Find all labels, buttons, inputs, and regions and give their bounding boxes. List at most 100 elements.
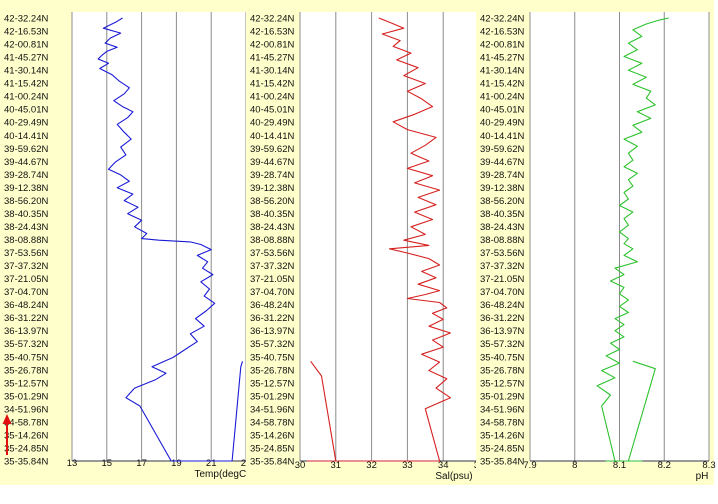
latitude-label: 38-08.88N	[4, 235, 49, 246]
latitude-label: 41-00.24N	[4, 92, 49, 103]
panel-temp: 13151719212342-32.24N42-16.53N42-00.81N4…	[0, 0, 258, 485]
x-tick-label: 8.1	[613, 460, 626, 471]
latitude-label: 41-30.14N	[4, 66, 49, 77]
latitude-label: 35-26.78N	[480, 365, 525, 376]
latitude-label: 34-58.78N	[4, 417, 49, 428]
latitude-label: 35-57.32N	[250, 339, 295, 350]
latitude-label: 34-51.96N	[4, 404, 49, 415]
latitude-label: 38-24.43N	[4, 222, 49, 233]
direction-arrow-icon	[2, 414, 12, 455]
x-tick-label: 32	[366, 460, 377, 471]
latitude-label: 39-44.67N	[4, 157, 49, 168]
x-tick-label: 7.9	[523, 460, 536, 471]
x-tick-label: 15	[102, 458, 113, 469]
latitude-label: 36-48.24N	[4, 300, 49, 311]
latitude-label: 35-14.26N	[250, 430, 295, 441]
plot-area	[300, 12, 479, 462]
latitude-label: 39-12.38N	[250, 183, 295, 194]
latitude-label: 37-37.32N	[480, 261, 525, 272]
latitude-label: 36-13.97N	[4, 326, 49, 337]
latitude-label: 37-21.05N	[4, 274, 49, 285]
latitude-label: 35-24.85N	[250, 443, 295, 454]
latitude-label: 39-44.67N	[480, 157, 525, 168]
latitude-label: 37-37.32N	[4, 261, 49, 272]
latitude-label: 34-51.96N	[480, 404, 525, 415]
latitude-label: 41-15.42N	[250, 79, 295, 90]
latitude-label: 39-12.38N	[480, 183, 525, 194]
latitude-label: 35-40.75N	[250, 352, 295, 363]
latitude-label: 40-14.41N	[4, 131, 49, 142]
latitude-label: 36-31.22N	[4, 313, 49, 324]
latitude-label: 35-01.29N	[4, 391, 49, 402]
x-tick-label: 8.3	[702, 460, 715, 471]
x-tick-label: 8	[572, 460, 577, 471]
latitude-label: 37-53.56N	[250, 248, 295, 259]
latitude-label: 35-35.84N	[480, 457, 525, 468]
x-tick-label: 17	[136, 458, 147, 469]
latitude-label: 35-57.32N	[480, 339, 525, 350]
latitude-label: 35-01.29N	[250, 391, 295, 402]
latitude-label: 41-30.14N	[250, 66, 295, 77]
x-axis-label: Sal(psu)	[435, 471, 472, 482]
x-axis-label: Temp(degC)	[194, 469, 249, 480]
latitude-label: 40-45.01N	[4, 105, 49, 116]
latitude-label: 37-37.32N	[250, 261, 295, 272]
latitude-label: 34-58.78N	[250, 417, 295, 428]
x-tick-label: 13	[67, 458, 78, 469]
latitude-label: 37-53.56N	[480, 248, 525, 259]
latitude-label: 35-12.57N	[250, 378, 295, 389]
x-tick-label: 21	[206, 458, 217, 469]
latitude-label: 38-08.88N	[480, 235, 525, 246]
latitude-label: 41-45.27N	[4, 53, 49, 64]
latitude-label: 35-14.26N	[4, 430, 49, 441]
latitude-label: 35-01.29N	[480, 391, 525, 402]
latitude-label: 42-32.24N	[4, 14, 49, 25]
latitude-label: 39-12.38N	[4, 183, 49, 194]
latitude-label: 35-40.75N	[480, 352, 525, 363]
plot-area	[72, 12, 246, 462]
latitude-label: 41-15.42N	[480, 79, 525, 90]
latitude-label: 38-24.43N	[250, 222, 295, 233]
latitude-label: 38-56.20N	[250, 196, 295, 207]
latitude-label: 37-21.05N	[480, 274, 525, 285]
latitude-label: 42-32.24N	[480, 14, 525, 25]
x-tick-label: 33	[402, 460, 413, 471]
x-tick-label: 31	[331, 460, 342, 471]
latitude-label: 35-24.85N	[480, 443, 525, 454]
latitude-label: 39-28.74N	[250, 170, 295, 181]
series-line-temp	[97, 17, 244, 462]
latitude-label: 36-13.97N	[480, 326, 525, 337]
panel-sal: 30313233343542-32.24N42-16.53N42-00.81N4…	[246, 0, 484, 485]
latitude-label: 36-31.22N	[480, 313, 525, 324]
series-line-sal	[306, 17, 451, 462]
latitude-label: 37-53.56N	[4, 248, 49, 259]
latitude-label: 35-26.78N	[250, 365, 295, 376]
latitude-label: 38-40.35N	[4, 209, 49, 220]
latitude-label: 35-12.57N	[4, 378, 49, 389]
latitude-label: 42-32.24N	[250, 14, 295, 25]
latitude-label: 37-21.05N	[250, 274, 295, 285]
panel-ph: 7.9 8 8.1 8.2 8.3 42-32.24N 42-16.53N 42-00.81N…	[476, 0, 716, 485]
latitude-label: 40-14.41N	[480, 131, 525, 142]
latitude-label: 36-13.97N	[250, 326, 295, 337]
latitude-label: 37-04.70N	[250, 287, 295, 298]
latitude-label: 38-24.43N	[480, 222, 525, 233]
latitude-label: 35-14.26N	[480, 430, 525, 441]
latitude-label: 39-59.62N	[480, 144, 525, 155]
latitude-label: 40-45.01N	[250, 105, 295, 116]
latitude-label: 35-57.32N	[4, 339, 49, 350]
latitude-label: 41-00.24N	[250, 92, 295, 103]
latitude-label: 35-12.57N	[480, 378, 525, 389]
latitude-label: 35-40.75N	[4, 352, 49, 363]
latitude-label: 42-16.53N	[250, 27, 295, 38]
latitude-label: 39-44.67N	[250, 157, 295, 168]
latitude-label: 35-24.85N	[4, 443, 49, 454]
latitude-label: 41-30.14N	[480, 66, 525, 77]
latitude-label: 35-35.84N	[250, 457, 295, 468]
latitude-label: 40-29.49N	[480, 118, 525, 129]
latitude-label: 42-00.81N	[480, 40, 525, 51]
latitude-label: 38-56.20N	[480, 196, 525, 207]
latitude-label: 36-48.24N	[250, 300, 295, 311]
latitude-label: 37-04.70N	[4, 287, 49, 298]
latitude-label: 37-04.70N	[480, 287, 525, 298]
